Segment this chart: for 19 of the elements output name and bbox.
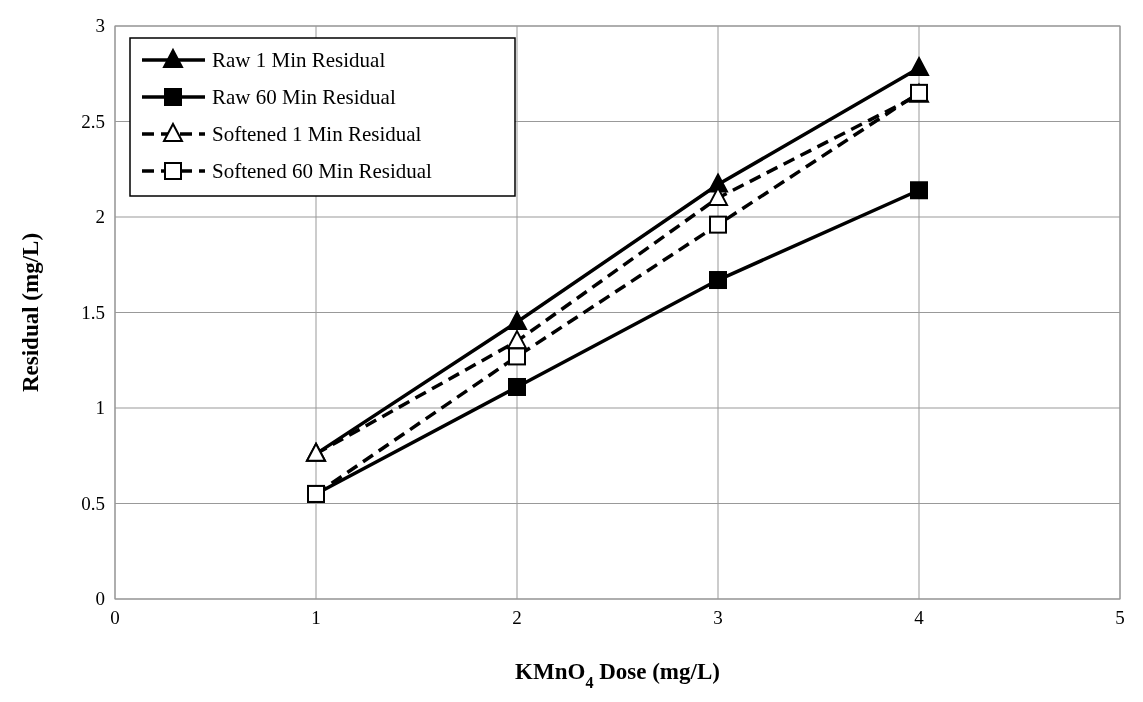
x-tick-label: 1: [311, 607, 321, 628]
legend-label: Softened 60 Min Residual: [212, 159, 433, 183]
legend-label: Raw 60 Min Residual: [212, 85, 396, 109]
y-tick-label: 1.5: [81, 301, 105, 323]
y-tick-label: 2: [95, 206, 105, 227]
legend-label: Softened 1 Min Residual: [212, 122, 422, 146]
legend-label: Raw 1 Min Residual: [212, 48, 386, 72]
y-tick-label: 1: [95, 397, 105, 418]
y-tick-label: 0.5: [81, 492, 105, 514]
x-tick-label: 0: [110, 607, 120, 628]
y-tick-label: 0: [95, 588, 105, 609]
y-axis-title: Residual (mg/L): [18, 232, 43, 393]
y-tick-label: 3: [95, 15, 105, 36]
x-tick-label: 4: [914, 607, 925, 628]
x-tick-label: 5: [1115, 607, 1125, 628]
y-tick-label: 2.5: [81, 110, 105, 132]
x-axis-title: KMnO$_{4}$ Dose (mg/L): [515, 659, 720, 691]
x-tick-label: 3: [713, 607, 723, 628]
x-tick-label: 2: [512, 607, 522, 628]
